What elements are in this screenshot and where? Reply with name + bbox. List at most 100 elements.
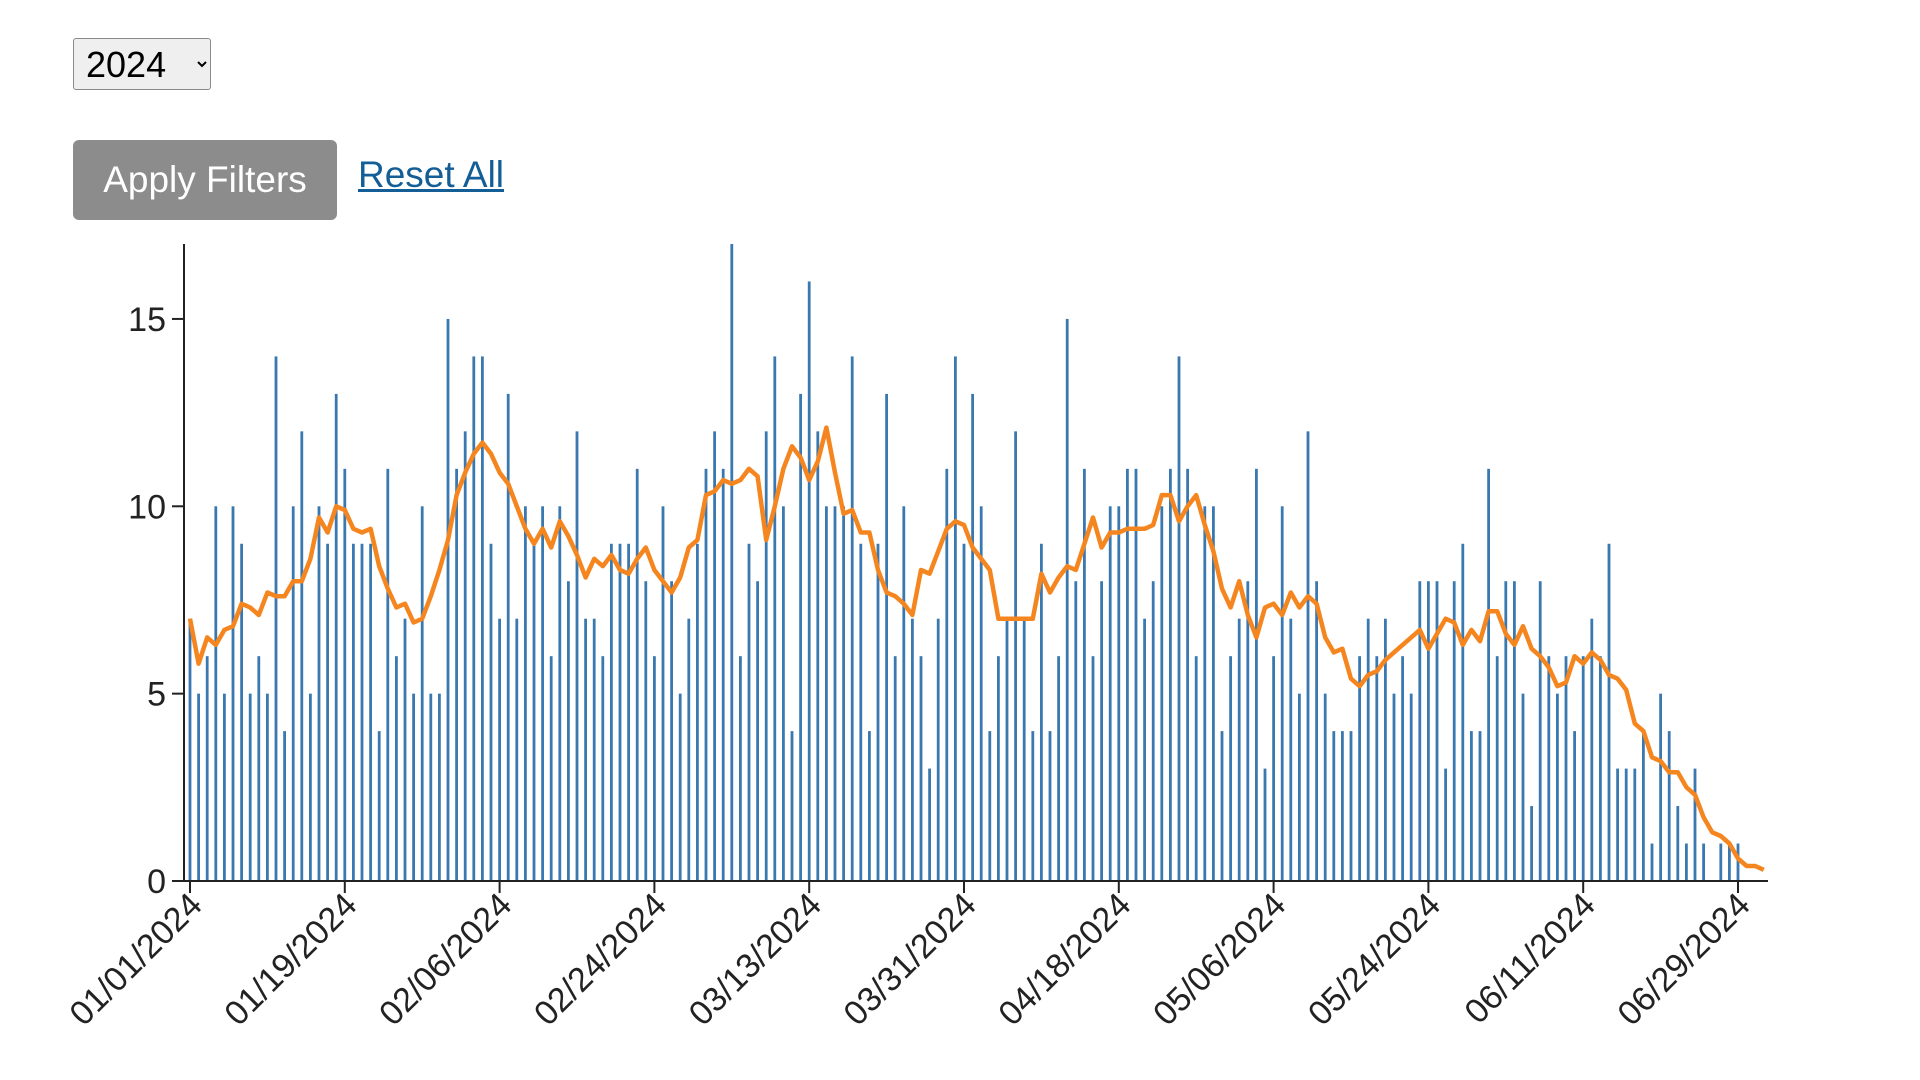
bar	[868, 731, 871, 881]
bar	[481, 356, 484, 882]
bar	[1573, 731, 1576, 881]
bar	[678, 693, 682, 881]
bar	[1719, 843, 1723, 881]
bar	[790, 731, 794, 881]
bar	[1693, 768, 1697, 881]
bar	[730, 244, 734, 881]
bar	[541, 506, 544, 881]
x-tick-label: 05/06/2024	[1146, 886, 1293, 1033]
bar	[936, 618, 940, 881]
bar	[1160, 506, 1164, 881]
bar	[1401, 656, 1404, 881]
bar	[1065, 318, 1069, 881]
bar	[988, 731, 992, 881]
bar	[584, 618, 587, 881]
y-tick-label: 15	[128, 301, 166, 339]
y-tick-label: 10	[128, 488, 166, 526]
bar	[696, 543, 699, 881]
bar	[515, 618, 519, 881]
bar	[1280, 506, 1284, 881]
bar	[1384, 618, 1387, 881]
bar	[687, 618, 691, 881]
bar	[592, 618, 596, 881]
bar	[386, 468, 390, 881]
reset-all-link[interactable]: Reset All	[358, 154, 505, 195]
bar	[412, 693, 415, 881]
bar	[971, 393, 974, 881]
bar	[205, 656, 209, 881]
bar	[266, 693, 269, 881]
bar	[1117, 506, 1121, 881]
bar	[653, 656, 656, 881]
bar	[395, 656, 398, 881]
bar	[962, 543, 966, 881]
bar	[463, 431, 467, 881]
bar	[1418, 581, 1422, 881]
bar	[1255, 468, 1258, 881]
bar	[489, 543, 493, 881]
bar	[764, 431, 768, 881]
bar	[1306, 431, 1310, 881]
bar	[859, 543, 863, 881]
bar	[248, 693, 252, 881]
apply-filters-button[interactable]: Apply Filters	[73, 140, 337, 220]
bar	[618, 543, 622, 881]
bar	[1435, 581, 1439, 881]
bar	[928, 768, 931, 881]
bar	[1728, 843, 1731, 881]
bar	[1590, 618, 1594, 881]
x-tick-label: 06/11/2024	[1457, 886, 1602, 1031]
bar	[1513, 581, 1516, 881]
bar	[1547, 656, 1551, 881]
bar	[1031, 731, 1035, 881]
bar	[1126, 468, 1129, 881]
bar	[1358, 656, 1361, 881]
bar	[446, 318, 450, 881]
bar	[893, 656, 897, 881]
bar	[1315, 581, 1318, 881]
bar	[1599, 656, 1602, 881]
bar	[816, 431, 820, 881]
bar	[833, 506, 837, 881]
bar	[1100, 581, 1103, 881]
bar	[300, 431, 304, 881]
bar	[1083, 468, 1086, 881]
bar	[842, 506, 845, 881]
bar	[1504, 581, 1508, 881]
x-tick-label: 02/06/2024	[372, 886, 519, 1033]
bar	[739, 656, 742, 881]
bar	[997, 656, 1000, 881]
bar	[1272, 656, 1275, 881]
bar	[1685, 843, 1688, 881]
bar	[1392, 693, 1396, 881]
bar	[1014, 431, 1017, 881]
bar	[1022, 618, 1026, 881]
bar	[1005, 618, 1009, 881]
bar	[799, 393, 802, 881]
x-tick-label: 03/13/2024	[682, 886, 829, 1033]
bar	[1650, 843, 1654, 881]
x-tick-label: 03/31/2024	[836, 886, 983, 1033]
bar	[1203, 506, 1207, 881]
bar	[1581, 656, 1585, 881]
bar	[1057, 656, 1060, 881]
bar	[1220, 731, 1224, 881]
year-select[interactable]: 2024	[73, 38, 211, 90]
bar	[1375, 656, 1379, 881]
bar	[1229, 656, 1232, 881]
x-tick-label: 06/29/2024	[1610, 886, 1757, 1033]
bar	[1332, 731, 1336, 881]
bar	[455, 468, 458, 881]
bar	[1633, 768, 1637, 881]
bar	[1143, 618, 1146, 881]
bar	[188, 618, 192, 881]
bar	[1495, 656, 1499, 881]
bar	[756, 581, 759, 881]
bar	[1564, 656, 1568, 881]
bar	[274, 356, 278, 882]
bar	[1607, 543, 1611, 881]
bar	[644, 581, 648, 881]
bar	[343, 468, 347, 881]
bar	[1487, 468, 1490, 881]
bar	[945, 468, 949, 881]
